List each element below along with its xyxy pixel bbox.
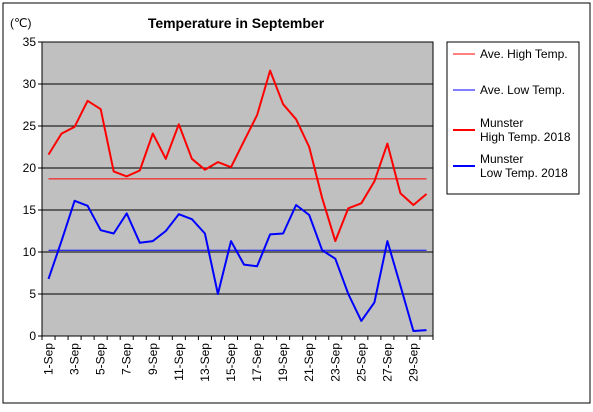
y-axis: 0 5 10 15 20 25 30 35: [23, 35, 42, 343]
legend-label: Munster: [480, 152, 523, 166]
y-tick-label: 5: [29, 287, 36, 301]
y-tick-label: 0: [29, 329, 36, 343]
x-tick-label: 13-Sep: [198, 343, 212, 382]
legend-box: [446, 41, 580, 195]
chart-title: Temperature in September: [148, 15, 325, 31]
x-tick-label: 21-Sep: [302, 343, 316, 382]
x-tick-label: 5-Sep: [94, 343, 108, 375]
x-tick-label: 17-Sep: [250, 343, 264, 382]
legend-label: Munster: [480, 116, 523, 130]
y-tick-label: 15: [23, 203, 37, 217]
x-tick-label: 25-Sep: [354, 343, 368, 382]
legend-label: Ave. Low Temp.: [480, 83, 565, 97]
y-tick-label: 30: [23, 77, 37, 91]
y-tick-label: 20: [23, 161, 37, 175]
x-tick-label: 29-Sep: [406, 343, 420, 382]
y-tick-label: 10: [23, 245, 37, 259]
plot-area: [41, 41, 434, 337]
series-line-2: [47, 69, 428, 243]
y-tick-label: 25: [23, 119, 37, 133]
y-tick-label: 35: [23, 35, 37, 49]
legend-label: Ave. High Temp.: [480, 47, 568, 61]
series-lines: [47, 69, 428, 332]
legend-label: Low Temp. 2018: [480, 166, 568, 180]
x-axis: 1-Sep 3-Sep 5-Sep 7-Sep 9-Sep 11-Sep 13-Sep 15-…: [41, 336, 434, 382]
x-tick-label: 7-Sep: [120, 343, 134, 375]
x-tick-label: 3-Sep: [68, 343, 82, 375]
legend-label: High Temp. 2018: [480, 130, 571, 144]
y-unit-label: (℃): [10, 16, 31, 30]
x-tick-label: 1-Sep: [42, 343, 56, 375]
legend: Ave. High Temp.Ave. Low Temp.MunsterHigh…: [453, 47, 571, 180]
series-line-3: [47, 199, 427, 332]
x-tick-label: 9-Sep: [146, 343, 160, 375]
x-tick-label: 11-Sep: [172, 343, 186, 381]
gridlines: [42, 83, 433, 295]
x-tick-label: 15-Sep: [224, 343, 238, 382]
x-tick-label: 19-Sep: [276, 343, 290, 382]
x-tick-label: 23-Sep: [328, 343, 342, 382]
x-tick-label: 27-Sep: [380, 343, 394, 382]
